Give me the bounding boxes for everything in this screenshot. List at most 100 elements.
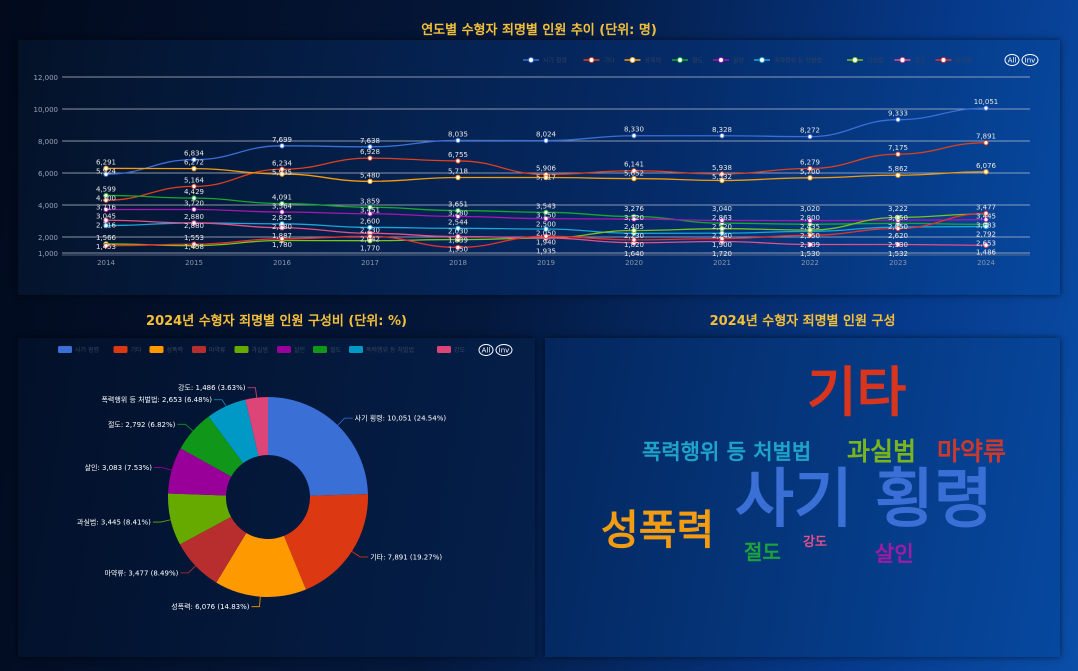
data-label: 2,716 (96, 221, 117, 229)
legend-label[interactable]: 살인 (294, 346, 305, 354)
data-label: 2,240 (712, 232, 732, 240)
slice-살인[interactable] (168, 448, 232, 496)
data-point (455, 158, 461, 164)
data-point (631, 175, 637, 182)
pie-chart-title: 2024년 수형자 죄명별 인원 구성비 (단위: %) (146, 314, 407, 329)
leader-line (337, 417, 353, 426)
legend-marker[interactable] (629, 57, 636, 63)
slice-절도[interactable] (180, 416, 244, 477)
data-label: 8,272 (800, 127, 820, 135)
legend-item-성폭력[interactable] (149, 346, 164, 353)
legend-label[interactable]: 성폭력 (167, 346, 184, 354)
data-point (367, 155, 373, 161)
data-label: 4,599 (96, 185, 116, 193)
legend-label[interactable]: 강도 (915, 57, 927, 65)
data-point (983, 140, 989, 146)
line-chart-title: 연도별 수형자 죄명별 인원 추이 (단위: 명) (421, 23, 657, 38)
legend-label[interactable]: 사기 횡령 (75, 346, 99, 354)
slice-label: 성폭력: 6,076 (14.83%) (171, 602, 250, 611)
legend-marker[interactable] (528, 57, 534, 63)
data-label: 1,566 (96, 234, 117, 242)
pie-legend-inv-label[interactable]: Inv (499, 347, 510, 355)
legend-label[interactable]: 과실범 (252, 346, 269, 354)
legend-label[interactable]: 과실범 (867, 57, 884, 65)
slice-강도[interactable] (245, 397, 268, 457)
pie-legend-inv-button[interactable] (495, 344, 513, 356)
data-label: 3,050 (888, 214, 908, 222)
legend-label[interactable]: 절도 (330, 346, 342, 354)
slice-폭력행위 등 처벌법[interactable] (208, 399, 259, 464)
data-label: 2,109 (800, 241, 820, 249)
slice-기타[interactable] (283, 494, 368, 590)
legend-label[interactable]: 폭력행위 등 처벌법 (774, 57, 822, 65)
x-tick-label: 2019 (537, 259, 555, 267)
legend-marker[interactable] (759, 57, 765, 63)
legend-marker[interactable] (899, 57, 906, 63)
data-point (455, 207, 461, 214)
data-point (631, 216, 637, 222)
slice-마약류[interactable] (179, 516, 247, 583)
data-point (367, 233, 373, 240)
line-legend-inv-button[interactable] (1021, 54, 1039, 66)
line-legend-inv-label[interactable]: Inv (1025, 57, 1036, 65)
leader-line (351, 551, 369, 558)
legend-marker[interactable] (588, 57, 595, 63)
line-chart-panel: 1,000 2,000 4,000 6,000 8,000 10,000 12,000 201… (18, 40, 1060, 295)
data-label: 7,699 (272, 136, 292, 144)
data-point (191, 241, 197, 247)
data-label: 1,640 (624, 250, 644, 258)
data-label: 4,429 (184, 188, 204, 196)
legend-marker[interactable] (718, 57, 724, 63)
word-drugs: 마약류 (937, 437, 1007, 466)
legend-marker[interactable] (852, 57, 858, 63)
data-point (543, 233, 549, 239)
pie-legend-all-button[interactable] (478, 344, 494, 356)
legend-label[interactable]: 강도 (454, 346, 466, 354)
line-legend-all-label[interactable]: All (1008, 57, 1017, 65)
data-point (543, 215, 549, 222)
legend-label[interactable]: 기타 (604, 57, 616, 65)
data-point (719, 171, 725, 177)
legend-label[interactable]: 살인 (733, 57, 744, 65)
data-point (191, 195, 197, 201)
slice-label: 기타: 7,891 (19.27%) (370, 552, 442, 561)
legend-label[interactable]: 마약류 (956, 57, 973, 65)
legend-item-마약류[interactable] (192, 346, 206, 353)
slice-label: 강도: 1,486 (3.63%) (178, 383, 246, 392)
pie-legend-all-label[interactable]: All (482, 347, 491, 355)
legend-label[interactable]: 사기 횡령 (543, 57, 567, 65)
x-tick-label: 2014 (97, 259, 115, 267)
data-label: 1,553 (184, 234, 204, 242)
slice-과실범[interactable] (168, 493, 232, 545)
legend-label[interactable]: 마약류 (209, 346, 226, 354)
line-legend-all-button[interactable] (1004, 54, 1020, 66)
legend-label[interactable]: 절도 (692, 57, 704, 65)
slice-label: 사기 횡령: 10,051 (24.54%) (355, 414, 447, 423)
legend-label[interactable]: 성폭력 (645, 57, 662, 65)
legend-label[interactable]: 기타 (131, 346, 143, 354)
x-tick-label: 2023 (889, 259, 907, 267)
legend-item-과실범[interactable] (234, 346, 249, 353)
data-point (807, 217, 813, 224)
legend-marker[interactable] (677, 57, 683, 63)
legend-item-사기 횡령[interactable] (58, 346, 72, 353)
data-point (631, 133, 637, 139)
data-label: 3,716 (96, 203, 117, 211)
data-label: 1,935 (536, 247, 556, 255)
slice-사기 횡령[interactable] (268, 397, 368, 496)
slice-성폭력[interactable] (216, 532, 306, 597)
data-point (807, 241, 813, 248)
data-point (103, 243, 109, 249)
y-tick-label: 1,000 (38, 250, 58, 258)
y-tick-label: 4,000 (38, 202, 58, 210)
x-tick-label: 2021 (713, 259, 731, 267)
legend-item-절도[interactable] (313, 346, 327, 353)
legend-item-폭력행위 등 처벌법[interactable] (349, 346, 363, 353)
legend-item-살인[interactable] (277, 346, 291, 353)
legend-label[interactable]: 폭력행위 등 처벌법 (366, 346, 414, 354)
data-label: 5,532 (712, 173, 732, 181)
data-label: 3,477 (976, 203, 996, 211)
legend-item-강도[interactable] (437, 346, 451, 353)
legend-item-기타[interactable] (113, 346, 128, 353)
legend-marker[interactable] (940, 57, 947, 63)
